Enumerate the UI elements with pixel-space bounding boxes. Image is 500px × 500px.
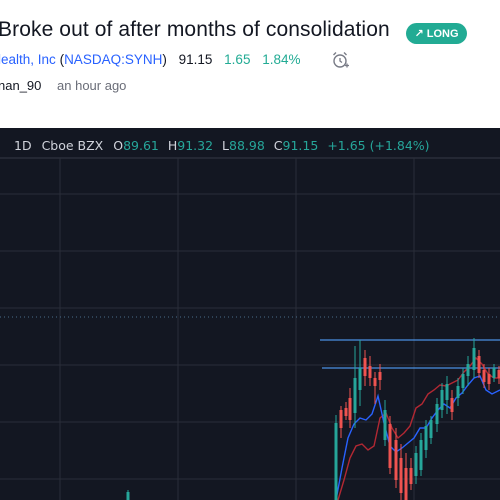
author-name[interactable]: nan_90 <box>0 78 42 93</box>
candle-body <box>358 368 362 390</box>
candle-body <box>487 374 491 384</box>
candle-body <box>378 372 382 380</box>
low-value: 88.98 <box>229 138 265 153</box>
candle-body <box>492 368 496 378</box>
candle-body <box>383 410 387 440</box>
candle-body <box>482 370 486 382</box>
open-paren: ( <box>59 52 65 67</box>
candle-body <box>404 468 408 500</box>
chart-background <box>0 128 500 500</box>
candle-body <box>334 423 338 500</box>
candle-body <box>424 426 428 450</box>
ticker-link[interactable]: NASDAQ:SYNH <box>64 52 163 67</box>
candle-body <box>472 348 476 370</box>
chart-legend: 1D Cboe BZX O89.61 H91.32 L88.98 C91.15 … <box>14 138 435 153</box>
candle-body <box>344 408 348 416</box>
long-badge[interactable]: ↗ LONG <box>406 23 467 44</box>
candle-body <box>440 390 444 410</box>
candle-body <box>456 386 460 398</box>
exchange-label: Cboe BZX <box>41 138 104 153</box>
price-chart[interactable]: 1D Cboe BZX O89.61 H91.32 L88.98 C91.15 … <box>0 128 500 500</box>
chart-canvas[interactable] <box>0 128 500 500</box>
candle-body <box>435 404 439 424</box>
candle-body <box>414 453 418 476</box>
low-key: L <box>222 138 230 153</box>
long-badge-label: LONG <box>426 27 459 40</box>
candle-body <box>497 370 500 378</box>
candle-body <box>353 378 357 413</box>
candle-body <box>394 440 398 480</box>
candle-body <box>368 366 372 378</box>
close-key: C <box>273 138 283 153</box>
arrow-up-right-icon: ↗ <box>414 28 424 40</box>
idea-title: Broke out of after months of consolidati… <box>0 18 390 41</box>
ema-fast-line <box>335 375 500 500</box>
symbol-row: lealth, Inc (NASDAQ:SYNH) 91.15 1.65 1.8… <box>0 52 301 67</box>
candle-body <box>450 398 454 412</box>
candle-body <box>399 458 403 493</box>
open-key: O <box>113 138 124 153</box>
candle-body <box>373 378 377 386</box>
open-value: 89.61 <box>123 138 159 153</box>
candle-body <box>466 364 470 376</box>
idea-header: Broke out of after months of consolidati… <box>0 0 500 120</box>
alarm-clock-plus-icon[interactable] <box>331 50 349 70</box>
candle-body <box>445 384 449 400</box>
author-row: nan_90 an hour ago <box>0 78 126 93</box>
last-price: 91.15 <box>178 52 213 67</box>
candle-body <box>409 468 413 484</box>
close-paren: ) <box>162 52 167 67</box>
price-change-pct: 1.84% <box>262 52 301 67</box>
post-time: an hour ago <box>57 78 127 93</box>
candle-body <box>339 410 343 428</box>
interval-label[interactable]: 1D <box>14 138 32 153</box>
candle-body <box>363 358 367 376</box>
price-change: 1.65 <box>224 52 251 67</box>
candle-body <box>126 492 130 500</box>
high-key: H <box>167 138 178 153</box>
legend-change: +1.65 (+1.84%) <box>327 138 430 153</box>
candle-body <box>419 440 423 470</box>
candle-body <box>388 424 392 468</box>
company-link[interactable]: lealth, Inc <box>0 52 56 67</box>
close-value: 91.15 <box>282 138 319 153</box>
candle-body <box>461 374 465 388</box>
high-value: 91.32 <box>177 138 214 153</box>
candle-body <box>348 398 352 420</box>
candle-body <box>477 356 481 373</box>
candle-body <box>429 420 433 438</box>
